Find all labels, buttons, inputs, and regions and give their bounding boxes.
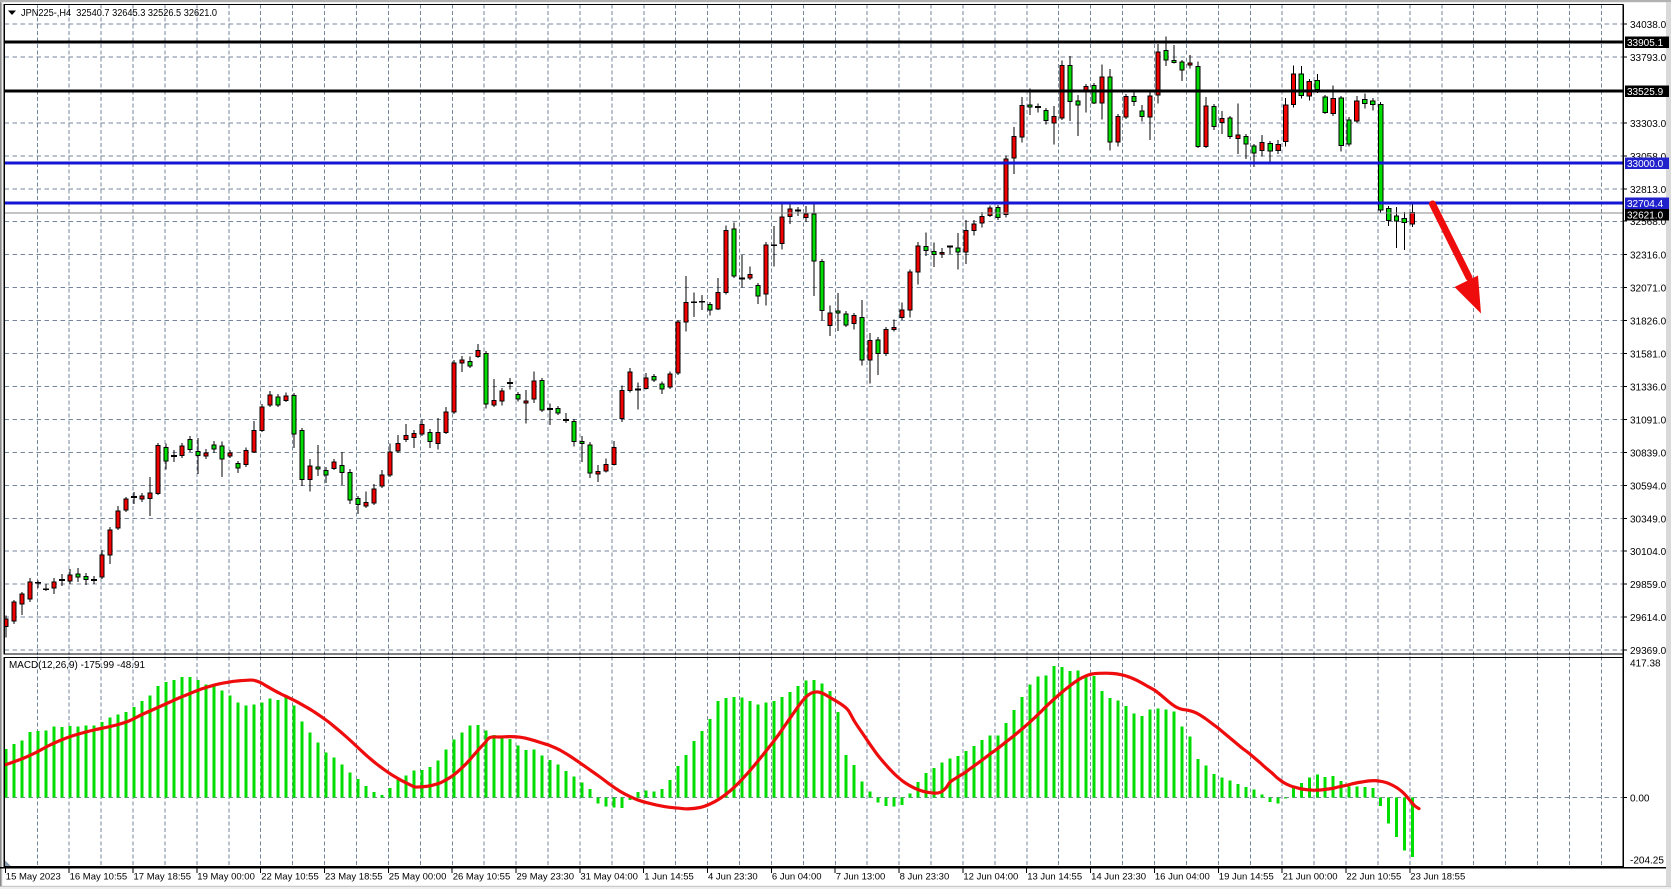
svg-text:32621.0: 32621.0 bbox=[1627, 211, 1664, 222]
svg-text:32568.0: 32568.0 bbox=[1630, 217, 1667, 228]
svg-text:22 Jun 10:55: 22 Jun 10:55 bbox=[1346, 872, 1401, 883]
svg-text:33793.0: 33793.0 bbox=[1630, 53, 1667, 64]
svg-text:16 May 10:55: 16 May 10:55 bbox=[70, 872, 128, 883]
svg-text:31 May 04:00: 31 May 04:00 bbox=[580, 872, 638, 883]
svg-text:19 May 00:00: 19 May 00:00 bbox=[197, 872, 255, 883]
svg-text:16 Jun 04:00: 16 Jun 04:00 bbox=[1155, 872, 1210, 883]
svg-text:32813.0: 32813.0 bbox=[1630, 185, 1667, 196]
svg-text:4 Jun 23:30: 4 Jun 23:30 bbox=[708, 872, 758, 883]
svg-text:30594.0: 30594.0 bbox=[1630, 481, 1667, 492]
svg-text:12 Jun 04:00: 12 Jun 04:00 bbox=[963, 872, 1018, 883]
svg-text:15 May 2023: 15 May 2023 bbox=[6, 872, 61, 883]
svg-text:22 May 10:55: 22 May 10:55 bbox=[261, 872, 319, 883]
svg-text:31336.0: 31336.0 bbox=[1630, 383, 1667, 394]
svg-text:29 May 23:30: 29 May 23:30 bbox=[517, 872, 575, 883]
svg-text:7 Jun 13:00: 7 Jun 13:00 bbox=[836, 872, 886, 883]
svg-text:23 May 18:55: 23 May 18:55 bbox=[325, 872, 383, 883]
svg-text:33303.0: 33303.0 bbox=[1630, 119, 1667, 130]
svg-text:31581.0: 31581.0 bbox=[1630, 350, 1667, 361]
svg-text:-204.25: -204.25 bbox=[1630, 856, 1664, 867]
svg-text:6 Jun 04:00: 6 Jun 04:00 bbox=[772, 872, 822, 883]
svg-text:30839.0: 30839.0 bbox=[1630, 448, 1667, 459]
svg-text:30104.0: 30104.0 bbox=[1630, 547, 1667, 558]
svg-text:32316.0: 32316.0 bbox=[1630, 251, 1667, 262]
svg-text:29369.0: 29369.0 bbox=[1630, 646, 1667, 657]
svg-text:32704.4: 32704.4 bbox=[1627, 199, 1664, 210]
svg-text:417.38: 417.38 bbox=[1630, 659, 1661, 670]
svg-text:29859.0: 29859.0 bbox=[1630, 580, 1667, 591]
svg-text:31091.0: 31091.0 bbox=[1630, 415, 1667, 426]
svg-text:0.00: 0.00 bbox=[1630, 793, 1650, 804]
svg-text:33905.1: 33905.1 bbox=[1627, 38, 1664, 49]
svg-text:MACD(12,26,9) -175.99 -48.91: MACD(12,26,9) -175.99 -48.91 bbox=[9, 660, 145, 671]
svg-text:33525.9: 33525.9 bbox=[1627, 87, 1664, 98]
svg-text:14 Jun 23:30: 14 Jun 23:30 bbox=[1091, 872, 1146, 883]
svg-text:19 Jun 14:55: 19 Jun 14:55 bbox=[1219, 872, 1274, 883]
svg-text:33058.0: 33058.0 bbox=[1630, 152, 1667, 163]
svg-text:8 Jun 23:30: 8 Jun 23:30 bbox=[900, 872, 950, 883]
svg-text:34038.0: 34038.0 bbox=[1630, 20, 1667, 31]
svg-text:21 Jun 00:00: 21 Jun 00:00 bbox=[1283, 872, 1338, 883]
svg-text:25 May 00:00: 25 May 00:00 bbox=[389, 872, 447, 883]
svg-text:31826.0: 31826.0 bbox=[1630, 317, 1667, 328]
svg-text:13 Jun 14:55: 13 Jun 14:55 bbox=[1027, 872, 1082, 883]
svg-text:17 May 18:55: 17 May 18:55 bbox=[134, 872, 192, 883]
svg-text:JPN225-,H4 32540.7 32645.3 32: JPN225-,H4 32540.7 32645.3 32526.5 32621… bbox=[21, 8, 217, 19]
svg-text:33000.0: 33000.0 bbox=[1627, 159, 1664, 170]
svg-text:32071.0: 32071.0 bbox=[1630, 284, 1667, 295]
svg-text:1 Jun 14:55: 1 Jun 14:55 bbox=[644, 872, 694, 883]
svg-text:29614.0: 29614.0 bbox=[1630, 613, 1667, 624]
svg-text:23 Jun 18:55: 23 Jun 18:55 bbox=[1410, 872, 1465, 883]
svg-text:26 May 10:55: 26 May 10:55 bbox=[453, 872, 511, 883]
svg-text:30349.0: 30349.0 bbox=[1630, 514, 1667, 525]
